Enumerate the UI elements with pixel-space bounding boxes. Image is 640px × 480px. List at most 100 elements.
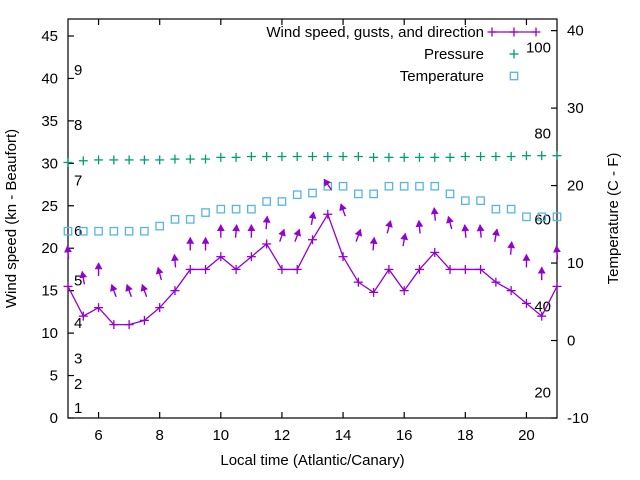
pressure-point <box>445 152 455 162</box>
y-tick-label: 25 <box>41 198 58 215</box>
gust-direction-arrow <box>476 224 485 238</box>
fahrenheit-label: 40 <box>534 298 551 315</box>
wind-speed-point <box>476 264 486 274</box>
gust-direction-arrow <box>186 236 195 251</box>
gust-direction-arrow <box>79 270 88 285</box>
y-tick-label: 45 <box>41 28 58 45</box>
wind-speed-point <box>231 264 241 274</box>
x-tick-label: 14 <box>335 427 352 444</box>
wind-speed-point <box>521 298 531 308</box>
temperature-point <box>552 212 562 222</box>
pressure-point <box>124 155 134 165</box>
plot-border-group <box>67 18 558 419</box>
gust-direction-arrow <box>461 224 470 238</box>
gust-direction-arrow <box>308 211 317 226</box>
wind-speed-point <box>216 252 226 262</box>
temperature-point <box>308 188 317 198</box>
y2-axis-title: Temperature (C - F) <box>605 153 622 285</box>
pressure-point <box>308 152 317 162</box>
beaufort-label: 5 <box>74 272 82 289</box>
gust-direction-arrow <box>507 241 516 255</box>
pressure-point <box>476 152 486 162</box>
gust-direction-arrow <box>354 228 363 242</box>
pressure-point <box>185 154 195 164</box>
beaufort-label: 6 <box>74 223 82 240</box>
y-tick-label: 5 <box>50 368 58 385</box>
pressure-point <box>94 155 104 165</box>
temperature-point <box>94 226 103 236</box>
beaufort-label: 9 <box>74 62 82 79</box>
wind-speed-point <box>155 303 165 313</box>
pressure-point <box>369 152 379 162</box>
wind-speed-point <box>292 264 302 274</box>
legend-group: Wind speed, gusts, and direction Pressure… <box>266 24 541 85</box>
temperature-point <box>537 212 547 222</box>
temperature-point <box>399 181 409 191</box>
legend-sample-marker <box>487 27 497 37</box>
fahrenheit-label: 80 <box>534 126 551 143</box>
fahrenheit-label: 20 <box>534 384 551 401</box>
wind-speed-point <box>414 264 424 274</box>
wind-speed-point <box>139 315 149 325</box>
temperature-point <box>170 214 180 224</box>
wind-speed-point <box>353 277 363 287</box>
fahrenheit-label: 100 <box>526 40 551 57</box>
temperature-point <box>277 197 287 206</box>
gust-direction-arrow <box>140 283 149 298</box>
pressure-point <box>506 152 516 162</box>
pressure-point <box>430 152 440 162</box>
beaufort-label: 4 <box>74 315 82 332</box>
gust-direction-arrow <box>385 220 393 234</box>
gust-direction-arrow <box>110 283 118 298</box>
y-axis-title: Wind speed (kn - Beaufort) <box>3 129 20 308</box>
wind-speed-point <box>537 311 547 321</box>
pressure-point <box>78 156 88 166</box>
y2-tick-label: 40 <box>567 23 584 40</box>
pressure-point <box>353 152 363 162</box>
temperature-point <box>522 212 531 222</box>
legend-sample-marker <box>509 49 519 59</box>
axis-titles-group: Local time (Atlantic/Canary) Wind speed (… <box>3 129 622 469</box>
temperature-point <box>247 204 256 214</box>
wind-speed-point <box>124 320 134 330</box>
temperature-point <box>491 204 501 214</box>
legend-sample-marker <box>509 71 519 81</box>
gust-direction-arrow <box>247 224 256 238</box>
temperature-point <box>353 189 363 199</box>
gust-direction-arrow <box>201 236 210 251</box>
x-axis-title: Local time (Atlantic/Canary) <box>220 452 404 469</box>
data-series-group <box>63 151 562 330</box>
legend-label: Wind speed, gusts, and direction <box>266 24 484 41</box>
y-tick-label: 40 <box>41 70 58 87</box>
temperature-point <box>292 190 302 200</box>
beaufort-label: 7 <box>74 172 82 189</box>
wind-speed-point <box>552 281 562 291</box>
x-tick-label: 8 <box>156 427 164 444</box>
pressure-point <box>155 155 165 165</box>
wind-speed-point <box>201 264 211 274</box>
wind-speed-point <box>246 252 256 262</box>
y2-tick-label: 30 <box>567 100 584 117</box>
series-temperature <box>63 181 562 236</box>
legend-sample-marker <box>531 27 541 37</box>
x-tick-label: 6 <box>94 427 102 444</box>
gust-direction-arrow <box>522 253 531 268</box>
series-gusts <box>64 178 561 298</box>
gust-direction-arrow <box>323 178 333 191</box>
wind-speed-point <box>170 286 180 296</box>
pressure-point <box>414 152 424 162</box>
wind-speed-point <box>94 303 104 313</box>
gust-direction-arrow <box>64 245 72 259</box>
gust-direction-arrow <box>278 228 286 242</box>
wind-speed-point <box>445 264 455 274</box>
gust-direction-arrow <box>537 266 546 281</box>
gust-direction-arrow <box>293 228 301 242</box>
pressure-point <box>292 152 302 162</box>
temperature-point <box>369 189 378 199</box>
gust-direction-arrow <box>400 232 409 247</box>
pressure-point <box>552 151 562 161</box>
temperature-point <box>124 226 134 236</box>
pressure-point <box>63 157 73 167</box>
gust-direction-arrow <box>415 219 424 234</box>
